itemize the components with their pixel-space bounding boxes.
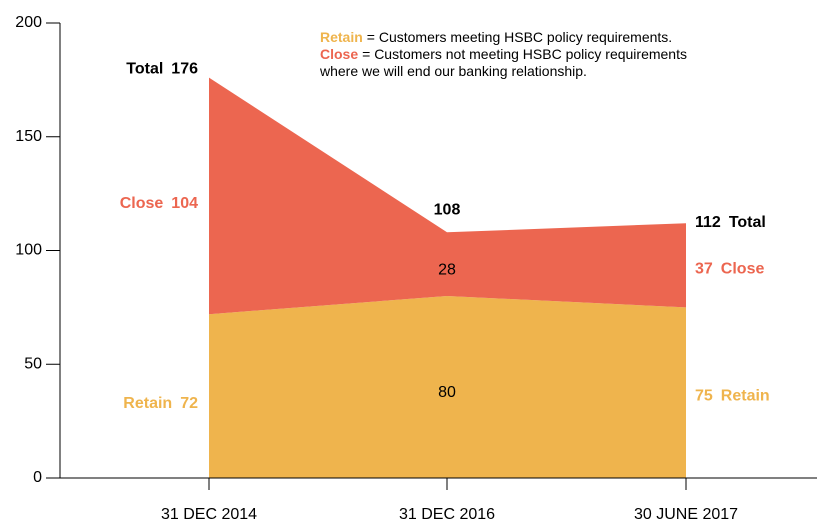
label-part: 75 <box>695 388 713 405</box>
label-part: 176 <box>171 61 198 78</box>
label-part: Total <box>126 61 163 78</box>
data-label: 75 Retain <box>695 388 770 405</box>
y-tick-label: 200 <box>15 14 42 31</box>
data-label: Close 104 <box>120 195 198 212</box>
label-part: Close <box>120 195 164 212</box>
label-part: Total <box>729 214 766 231</box>
x-tick-label: 31 DEC 2016 <box>399 506 495 523</box>
y-tick-label: 150 <box>15 128 42 145</box>
data-label: Total 176 <box>126 61 198 78</box>
label-part: Retain <box>123 395 172 412</box>
label-part: 72 <box>180 395 198 412</box>
label-part: 37 <box>695 261 713 278</box>
data-label: 28 <box>438 261 456 278</box>
note-text: = Customers not meeting HSBC policy requ… <box>362 46 687 62</box>
note: Retain = Customers meeting HSBC policy re… <box>320 29 672 45</box>
data-label: 108 <box>434 202 461 219</box>
y-tick-label: 50 <box>24 355 42 372</box>
y-tick-label: 0 <box>33 469 42 486</box>
data-label: 112 Total <box>695 214 766 231</box>
x-tick-label: 30 JUNE 2017 <box>634 506 738 523</box>
note: where we will end our banking relationsh… <box>319 63 587 79</box>
label-part: 104 <box>171 195 198 212</box>
data-label: 37 Close <box>695 261 764 278</box>
note-term: Retain <box>320 29 363 45</box>
label-part: 112 <box>695 214 721 231</box>
note-term: Close <box>320 46 358 62</box>
label-part: Retain <box>721 388 770 405</box>
note: Close = Customers not meeting HSBC policy… <box>320 46 687 62</box>
y-tick-label: 100 <box>15 242 42 259</box>
area-retain <box>209 296 686 478</box>
label-part: Close <box>721 261 765 278</box>
note-text: where we will end our banking relationsh… <box>319 63 587 79</box>
area-close <box>209 77 686 315</box>
data-label: Retain 72 <box>123 395 198 412</box>
data-label: 80 <box>438 384 456 401</box>
x-tick-label: 31 DEC 2014 <box>161 506 257 523</box>
note-text: = Customers meeting HSBC policy requirem… <box>367 29 672 45</box>
